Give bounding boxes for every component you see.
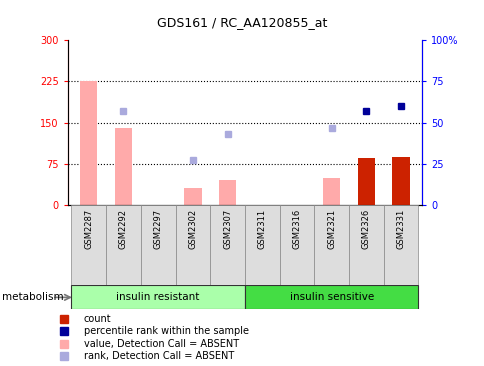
- Text: GSM2331: GSM2331: [396, 209, 405, 249]
- Text: GSM2292: GSM2292: [119, 209, 128, 249]
- Text: GSM2297: GSM2297: [153, 209, 162, 249]
- Bar: [357, 158, 374, 205]
- Bar: [80, 81, 97, 205]
- Text: metabolism: metabolism: [2, 292, 64, 302]
- Text: value, Detection Call = ABSENT: value, Detection Call = ABSENT: [84, 339, 239, 349]
- Bar: [314, 205, 348, 285]
- Text: insulin sensitive: insulin sensitive: [289, 292, 373, 302]
- Text: GSM2326: GSM2326: [361, 209, 370, 249]
- Text: GSM2311: GSM2311: [257, 209, 266, 249]
- Bar: [383, 205, 418, 285]
- Text: GSM2302: GSM2302: [188, 209, 197, 249]
- Text: insulin resistant: insulin resistant: [116, 292, 199, 302]
- Bar: [244, 205, 279, 285]
- Text: percentile rank within the sample: percentile rank within the sample: [84, 326, 248, 336]
- Text: GDS161 / RC_AA120855_at: GDS161 / RC_AA120855_at: [157, 16, 327, 30]
- Text: GSM2316: GSM2316: [292, 209, 301, 249]
- Text: GSM2307: GSM2307: [223, 209, 231, 249]
- Bar: [392, 157, 409, 205]
- Bar: [244, 285, 418, 309]
- Bar: [184, 188, 201, 205]
- Bar: [71, 285, 244, 309]
- Text: count: count: [84, 314, 111, 324]
- Bar: [115, 128, 132, 205]
- Text: GSM2287: GSM2287: [84, 209, 93, 249]
- Bar: [175, 205, 210, 285]
- Bar: [71, 205, 106, 285]
- Text: GSM2321: GSM2321: [327, 209, 335, 249]
- Bar: [140, 205, 175, 285]
- Bar: [106, 205, 140, 285]
- Bar: [348, 205, 383, 285]
- Bar: [279, 205, 314, 285]
- Text: rank, Detection Call = ABSENT: rank, Detection Call = ABSENT: [84, 351, 234, 361]
- Bar: [322, 178, 340, 205]
- Bar: [218, 180, 236, 205]
- Bar: [210, 205, 244, 285]
